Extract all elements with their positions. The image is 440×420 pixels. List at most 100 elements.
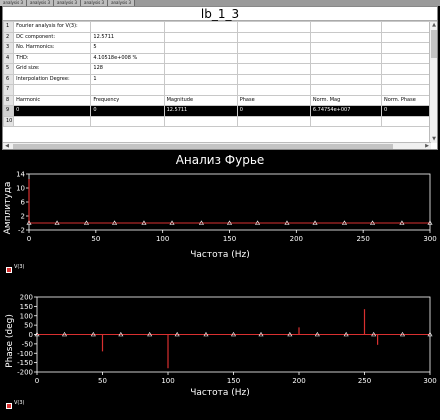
table-cell[interactable] — [309, 42, 383, 54]
table-row[interactable]: 2 DC component: 12.5711 — [3, 31, 437, 43]
data-point-marker — [314, 331, 320, 337]
table-row[interactable]: 8 Harmonic Frequency Magnitude Phase Norm. Ma… — [3, 94, 437, 106]
table-cell[interactable]: 1 — [90, 73, 165, 85]
scroll-down-icon[interactable]: ▼ — [432, 136, 436, 142]
legend-amplitude[interactable]: V(3) — [6, 264, 25, 273]
table-row[interactable]: 10 — [3, 115, 437, 127]
window-tab[interactable]: analysis 3 — [0, 0, 28, 6]
table-cell[interactable] — [236, 52, 311, 64]
table-cell[interactable] — [163, 73, 238, 85]
table-cell[interactable] — [309, 52, 383, 64]
table-cell[interactable] — [90, 21, 165, 33]
table-cell[interactable] — [163, 52, 238, 64]
table-cell[interactable]: 6.74754e+007 — [309, 105, 383, 117]
table-cell[interactable] — [309, 21, 383, 33]
table-cell[interactable] — [309, 63, 383, 75]
table-row[interactable]: 7 — [3, 84, 437, 96]
table-cell[interactable] — [236, 84, 311, 96]
table-cell[interactable] — [163, 115, 238, 127]
table-cell[interactable] — [309, 115, 383, 127]
y-tick-label: -2 — [18, 227, 25, 235]
window-tab[interactable]: analysis 3 — [54, 0, 82, 6]
table-row[interactable]: 4 THD: 4.10518e+008 % — [3, 52, 437, 64]
row-header[interactable]: 8 — [3, 94, 15, 106]
table-cell[interactable]: 5 — [90, 42, 165, 54]
horizontal-scroll-thumb[interactable] — [13, 144, 393, 149]
table-cell[interactable] — [236, 21, 311, 33]
series-color-swatch — [6, 403, 12, 409]
row-header[interactable]: 4 — [3, 52, 15, 64]
row-header[interactable]: 7 — [3, 84, 15, 96]
table-cell[interactable] — [163, 21, 238, 33]
scroll-up-icon[interactable]: ▲ — [432, 22, 436, 28]
table-cell[interactable] — [90, 84, 165, 96]
table-cell[interactable]: Phase — [236, 94, 311, 106]
table-row[interactable]: 6 Interpolation Degree: 1 — [3, 73, 437, 85]
table-row[interactable]: 1 Fourier analysis for V(3): — [3, 21, 437, 33]
row-header[interactable]: 3 — [3, 42, 15, 54]
table-cell[interactable]: 0 — [236, 105, 311, 117]
table-cell[interactable]: Grid size: — [13, 63, 92, 75]
table-cell[interactable]: 12.5711 — [90, 31, 165, 43]
x-tick-label: 50 — [91, 235, 100, 243]
table-cell[interactable] — [236, 42, 311, 54]
data-point-marker — [26, 220, 32, 225]
table-cell[interactable]: THD: — [13, 52, 92, 64]
row-header[interactable]: 5 — [3, 63, 15, 75]
table-cell[interactable] — [236, 73, 311, 85]
table-cell[interactable] — [13, 84, 92, 96]
table-cell[interactable]: 4.10518e+008 % — [90, 52, 165, 64]
scroll-left-icon[interactable]: ◀ — [5, 143, 9, 149]
table-cell[interactable] — [163, 31, 238, 43]
fourier-results-table: 1 Fourier analysis for V(3): 2 DC component… — [3, 21, 437, 127]
table-cell[interactable]: Norm. Mag — [309, 94, 383, 106]
data-point-marker — [90, 331, 96, 337]
data-point-marker — [399, 220, 405, 225]
table-cell[interactable]: 128 — [90, 63, 165, 75]
amplitude-chart: -2 2 6 10 14 0 50 100 150 200 250 300 — [16, 171, 437, 244]
row-header[interactable]: 10 — [3, 115, 15, 127]
row-header[interactable]: 6 — [3, 73, 15, 85]
table-cell[interactable]: Fourier analysis for V(3): — [13, 21, 92, 33]
horizontal-scrollbar[interactable]: ◀ ▶ — [3, 142, 431, 149]
row-header[interactable]: 9 — [3, 105, 15, 117]
table-cell[interactable]: 12.5711 — [163, 105, 238, 117]
table-cell[interactable]: DC component: — [13, 31, 92, 43]
table-cell[interactable]: Harmonic — [13, 94, 92, 106]
window-tab[interactable]: analysis 3 — [108, 0, 136, 6]
data-point-marker — [287, 331, 293, 337]
table-cell[interactable] — [90, 115, 165, 127]
table-cell[interactable]: Interpolation Degree: — [13, 73, 92, 85]
x-tick-label: 100 — [156, 235, 169, 243]
table-row[interactable]: 5 Grid size: 128 — [3, 63, 437, 75]
data-point-marker — [61, 331, 68, 337]
table-cell[interactable]: 0 — [13, 105, 92, 117]
table-cell[interactable] — [236, 63, 311, 75]
row-header[interactable]: 2 — [3, 31, 15, 43]
table-cell[interactable] — [236, 115, 311, 127]
table-cell[interactable] — [309, 31, 383, 43]
x-tick-label: 150 — [227, 377, 240, 385]
table-cell[interactable] — [236, 31, 311, 43]
table-cell[interactable]: No. Harmonics: — [13, 42, 92, 54]
table-cell[interactable] — [163, 84, 238, 96]
legend-phase[interactable]: V(3) — [6, 400, 25, 409]
table-cell[interactable] — [163, 63, 238, 75]
vertical-scrollbar[interactable]: ▲ ▼ — [429, 22, 437, 143]
table-cell[interactable] — [163, 42, 238, 54]
row-header[interactable]: 1 — [3, 21, 15, 33]
window-tab[interactable]: analysis 3 — [27, 0, 55, 6]
table-cell[interactable]: Magnitude — [163, 94, 238, 106]
y-tick-label: 0 — [29, 331, 33, 339]
scroll-right-icon[interactable]: ▶ — [425, 143, 429, 149]
table-row[interactable]: 9 0 0 12.5711 0 6.74754e+007 0 — [3, 105, 437, 117]
data-point-marker — [147, 331, 153, 337]
table-cell[interactable] — [13, 115, 92, 127]
vertical-scroll-thumb[interactable] — [431, 30, 437, 58]
table-cell[interactable] — [309, 73, 383, 85]
table-cell[interactable] — [309, 84, 383, 96]
window-tab[interactable]: analysis 3 — [81, 0, 109, 6]
table-row[interactable]: 3 No. Harmonics: 5 — [3, 42, 437, 54]
table-cell[interactable]: Frequency — [90, 94, 165, 106]
table-cell[interactable]: 0 — [90, 105, 165, 117]
